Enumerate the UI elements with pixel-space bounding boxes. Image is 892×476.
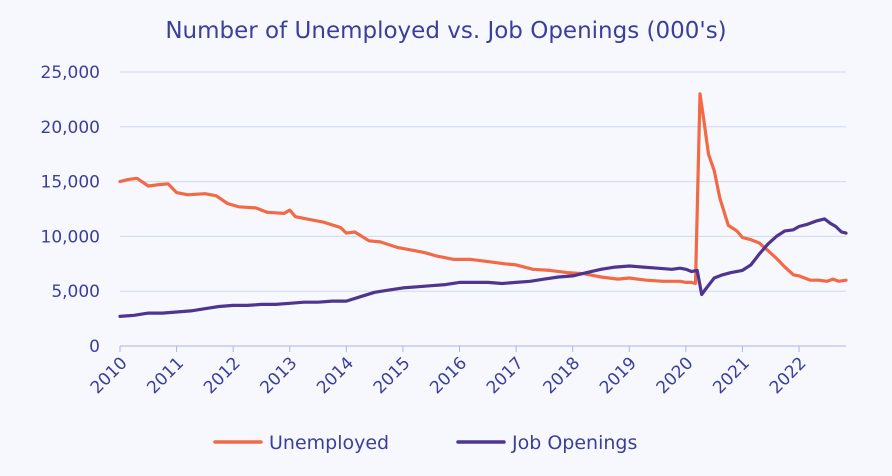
chart-title: Number of Unemployed vs. Job Openings (0… [165,18,726,44]
legend: Unemployed Job Openings [213,432,637,454]
x-tick-label: 2011 [143,353,188,398]
y-tick-label: 15,000 [41,173,100,193]
x-tick-label: 2013 [257,353,302,398]
x-tick-label: 2022 [766,353,811,398]
x-tick-label: 2015 [370,353,415,398]
legend-label-unemployed: Unemployed [269,432,389,454]
y-tick-label: 20,000 [41,118,100,138]
y-tick-label: 5,000 [51,282,100,302]
series-line-unemployed [118,92,848,286]
y-tick-label: 0 [89,337,100,357]
x-tick-label: 2019 [596,353,641,398]
y-tick-label: 10,000 [41,227,100,247]
x-tick-label: 2016 [426,353,471,398]
series-line-job-openings [118,217,848,318]
legend-label-job-openings: Job Openings [511,432,637,454]
axes: 0 5,000 10,000 15,000 20,000 25,000 2010 2011 20… [41,63,846,398]
x-tick-label: 2012 [200,353,245,398]
x-tick-label: 2020 [653,353,698,398]
x-tick-label: 2017 [483,353,528,398]
x-tick-label: 2018 [539,353,584,398]
y-tick-label: 25,000 [41,63,100,83]
x-tick-label: 2010 [87,353,132,398]
series-lines [118,92,848,318]
x-tick-label: 2021 [709,353,754,398]
gridlines [120,71,846,292]
x-tick-label: 2014 [313,353,358,398]
